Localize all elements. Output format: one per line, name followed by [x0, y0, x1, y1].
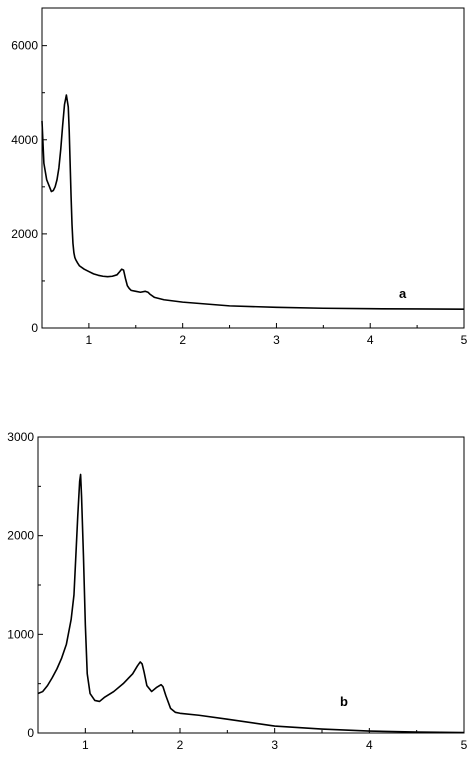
x-tick-label: 4 — [366, 738, 373, 752]
x-tick-label: 1 — [82, 738, 89, 752]
series-line-a — [41, 94, 465, 310]
plot-frame — [41, 7, 465, 329]
y-tick-label: 0 — [27, 726, 34, 740]
x-tick-label: 2 — [179, 333, 186, 347]
y-tick-label: 0 — [31, 321, 38, 335]
y-tick-label: 2000 — [7, 529, 34, 543]
y-tick-label: 1000 — [7, 627, 34, 641]
x-tick-label: 3 — [273, 333, 280, 347]
x-tick-label: 2 — [177, 738, 184, 752]
panel-label-a: a — [399, 286, 407, 301]
plot-frame — [37, 436, 465, 734]
y-tick-label: 6000 — [11, 39, 38, 53]
x-tick-label: 4 — [367, 333, 374, 347]
y-tick-label: 3000 — [7, 430, 34, 444]
x-tick-label: 5 — [461, 738, 468, 752]
series-line-b — [37, 473, 465, 734]
panel-label-b: b — [340, 694, 348, 709]
x-tick-label: 5 — [461, 333, 468, 347]
x-tick-label: 3 — [271, 738, 278, 752]
y-tick-label: 2000 — [11, 227, 38, 241]
x-tick-label: 1 — [86, 333, 93, 347]
chart-panel-b: 1 2 3 4 5 0 1000 2000 3000 b — [7, 430, 467, 752]
y-tick-label: 4000 — [11, 133, 38, 147]
chart-panel-a: 1 2 3 4 5 0 2000 4000 6000 a — [11, 7, 468, 347]
